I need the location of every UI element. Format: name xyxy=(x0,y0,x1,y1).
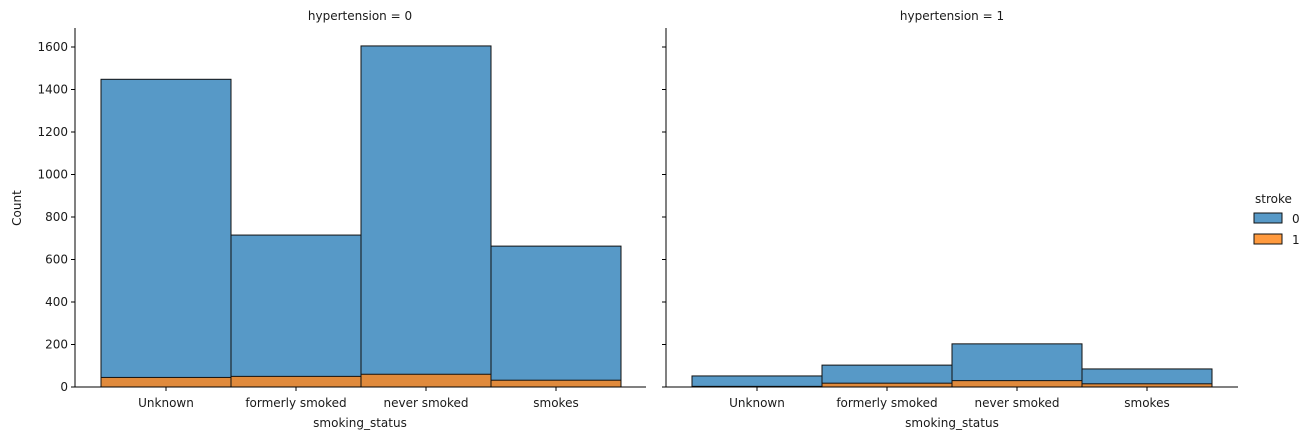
facet-title: hypertension = 1 xyxy=(900,9,1004,23)
x-axis-label: smoking_status xyxy=(905,416,999,430)
y-tick-label: 1000 xyxy=(37,168,68,182)
bar-smokes-stroke-0 xyxy=(490,245,622,388)
y-tick-label: 800 xyxy=(45,210,68,224)
x-tick-label: Unknown xyxy=(729,396,785,410)
x-tick-label: formerly smoked xyxy=(245,396,346,410)
x-tick-label: never smoked xyxy=(383,396,468,410)
bar-never-smoked-stroke-0 xyxy=(951,343,1083,388)
bar-smokes-stroke-1 xyxy=(490,379,622,388)
y-tick-label: 400 xyxy=(45,295,68,309)
bar-unknown-stroke-0 xyxy=(691,375,823,388)
y-tick-label: 1400 xyxy=(37,83,68,97)
bar-never-smoked-stroke-1 xyxy=(951,380,1083,388)
y-axis-label: Count xyxy=(10,190,24,226)
legend-label-0: 0 xyxy=(1292,212,1300,226)
facet-hypertension-0: hypertension = 0 smoking_status 0 200 400 6… xyxy=(37,9,646,430)
legend-label-1: 1 xyxy=(1292,233,1300,247)
legend-swatch-1 xyxy=(1253,233,1283,245)
bar-never-smoked-stroke-0 xyxy=(360,45,492,388)
legend-swatch-0 xyxy=(1253,212,1283,224)
y-tick-label: 1200 xyxy=(37,125,68,139)
x-axis-label: smoking_status xyxy=(313,416,407,430)
x-tick-label: smokes xyxy=(533,396,578,410)
legend: stroke 0 1 xyxy=(1253,192,1300,247)
x-tick-label: smokes xyxy=(1124,396,1169,410)
x-tick-label: formerly smoked xyxy=(836,396,937,410)
y-tick-label: 200 xyxy=(45,338,68,352)
y-tick-label: 600 xyxy=(45,253,68,267)
bar-formerly-smoked-stroke-1 xyxy=(821,382,953,388)
y-tick-label: 0 xyxy=(60,380,68,394)
facet-hypertension-1: hypertension = 1 smoking_status Unknown f… xyxy=(662,9,1238,430)
bar-formerly-smoked-stroke-1 xyxy=(230,375,362,388)
legend-title: stroke xyxy=(1255,192,1292,206)
x-tick-label: never smoked xyxy=(974,396,1059,410)
x-tick-label: Unknown xyxy=(138,396,194,410)
facet-title: hypertension = 0 xyxy=(308,9,412,23)
bar-formerly-smoked-stroke-0 xyxy=(230,234,362,388)
bar-never-smoked-stroke-1 xyxy=(360,373,492,388)
bar-unknown-stroke-1 xyxy=(100,376,232,388)
bar-unknown-stroke-0 xyxy=(100,78,232,388)
y-tick-label: 1600 xyxy=(37,40,68,54)
